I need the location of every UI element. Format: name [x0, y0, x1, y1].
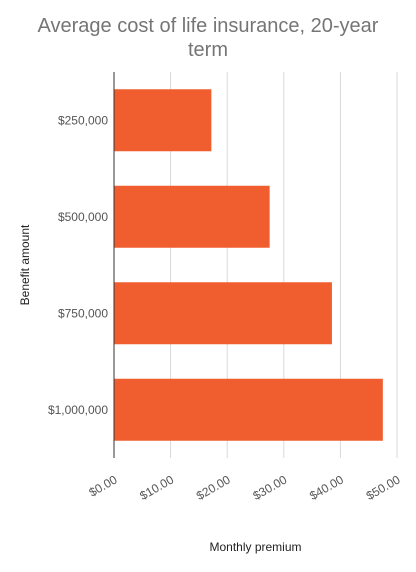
chart-title: Average cost of life insurance, 20-year …: [0, 14, 416, 62]
x-tick-label: $10.00: [137, 472, 176, 503]
x-tick-label: $50.00: [364, 472, 403, 503]
bar: [114, 185, 270, 248]
x-tick-label: $20.00: [194, 472, 233, 503]
bar: [114, 378, 383, 441]
chart-title-line-1: Average cost of life insurance, 20-year: [37, 15, 379, 37]
y-tick-label: $500,000: [58, 210, 108, 224]
y-tick-label: $250,000: [58, 113, 108, 127]
bar: [114, 282, 332, 345]
x-tick-label: $30.00: [251, 472, 290, 503]
chart-title-line-2: term: [188, 39, 228, 61]
y-tick-label: $1,000,000: [48, 403, 108, 417]
x-tick-label: $0.00: [86, 472, 119, 499]
y-tick-label: $750,000: [58, 306, 108, 320]
x-tick-label: $40.00: [307, 472, 346, 503]
bar: [114, 89, 212, 152]
y-axis-title: Benefit amount: [18, 224, 32, 305]
x-axis-title: Monthly premium: [209, 540, 301, 554]
